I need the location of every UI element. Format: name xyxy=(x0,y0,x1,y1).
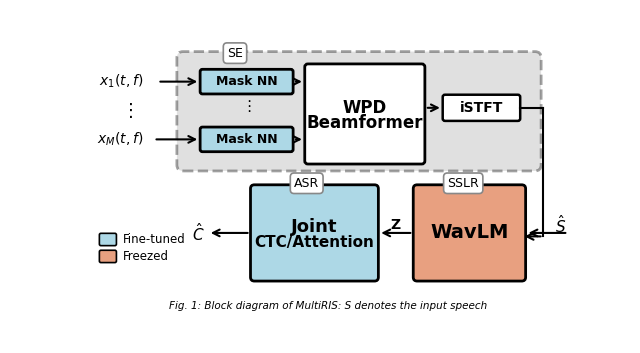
Text: $x_M(t,f)$: $x_M(t,f)$ xyxy=(97,131,143,148)
Text: Joint: Joint xyxy=(291,218,338,236)
Text: WavLM: WavLM xyxy=(430,223,509,243)
FancyBboxPatch shape xyxy=(250,185,378,281)
Text: ASR: ASR xyxy=(294,177,319,190)
FancyBboxPatch shape xyxy=(443,95,520,121)
FancyBboxPatch shape xyxy=(99,233,116,246)
Text: $x_1(t,f)$: $x_1(t,f)$ xyxy=(99,73,143,90)
FancyBboxPatch shape xyxy=(413,185,525,281)
Text: CTC/Attention: CTC/Attention xyxy=(255,235,374,250)
FancyBboxPatch shape xyxy=(99,250,116,263)
FancyBboxPatch shape xyxy=(200,69,293,94)
FancyBboxPatch shape xyxy=(200,127,293,152)
Text: $\vdots$: $\vdots$ xyxy=(241,97,252,114)
Text: Fig. 1: Block diagram of MultiRIS: S denotes the input speech: Fig. 1: Block diagram of MultiRIS: S den… xyxy=(169,301,487,311)
Text: iSTFT: iSTFT xyxy=(460,101,503,115)
Text: Z: Z xyxy=(391,218,401,232)
Text: SE: SE xyxy=(227,47,243,60)
Text: Mask NN: Mask NN xyxy=(216,133,277,146)
Text: WPD: WPD xyxy=(342,99,387,117)
Text: Fine-tuned: Fine-tuned xyxy=(123,233,186,246)
Text: SSLR: SSLR xyxy=(447,177,479,190)
Text: $\vdots$: $\vdots$ xyxy=(120,101,132,120)
Text: Freezed: Freezed xyxy=(123,250,168,263)
Text: $\hat{S}$: $\hat{S}$ xyxy=(555,214,566,236)
Text: Mask NN: Mask NN xyxy=(216,75,277,88)
FancyBboxPatch shape xyxy=(305,64,425,164)
Text: $\hat{C}$: $\hat{C}$ xyxy=(191,222,204,244)
FancyBboxPatch shape xyxy=(177,52,541,171)
Text: Beamformer: Beamformer xyxy=(307,114,423,132)
